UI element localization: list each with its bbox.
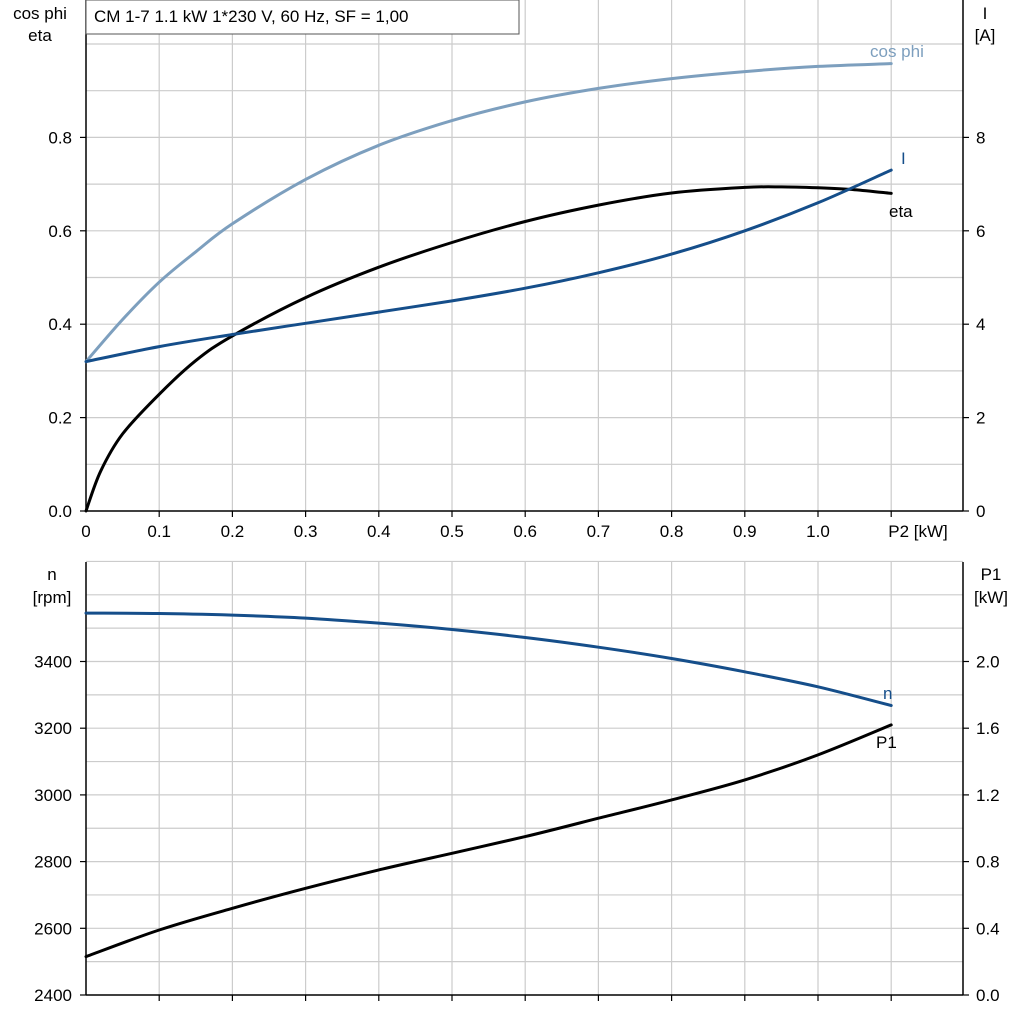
top-right-axis-label-1: I	[983, 4, 988, 23]
top-axes	[85, 0, 964, 512]
top-right-y-tick-label: 6	[976, 222, 985, 241]
top-right-y-tick-label: 0	[976, 502, 985, 521]
series-line-eta	[84, 185, 893, 513]
bottom-left-y-tick-label: 3000	[34, 786, 72, 805]
series-label-p1: P1	[876, 733, 897, 752]
bottom-curves	[84, 611, 893, 959]
x-tick-label: 0.7	[587, 522, 611, 541]
top-grid	[86, 0, 963, 511]
x-tick-label: 1.0	[806, 522, 830, 541]
x-tick-label: 0.1	[147, 522, 171, 541]
bottom-left-y-tick-label: 3400	[34, 653, 72, 672]
series-line-i	[84, 168, 893, 364]
x-tick-label: 0.9	[733, 522, 757, 541]
bottom-right-axis-label-2: [kW]	[974, 588, 1008, 607]
bottom-ticks: 2400 2600 2800 3000 3200 3400 0.0 0.4 0.8 1.2 1.6 2…	[34, 653, 999, 1006]
top-right-y-tick-label: 4	[976, 315, 985, 334]
x-tick-label: 0.3	[294, 522, 318, 541]
top-left-y-tick-label: 0.8	[48, 128, 72, 147]
series-label-eta: eta	[889, 202, 913, 221]
series-line-cos-phi	[84, 62, 893, 364]
top-right-axis-label-2: [A]	[975, 26, 996, 45]
bottom-grid	[86, 560, 963, 995]
bottom-left-axis-label-1: n	[47, 565, 56, 584]
bottom-right-y-tick-label: 0.8	[976, 853, 1000, 872]
title-box: CM 1-7 1.1 kW 1*230 V, 60 Hz, SF = 1,00	[85, 0, 520, 35]
bottom-left-y-tick-label: 2800	[34, 853, 72, 872]
bottom-left-y-tick-label: 2400	[34, 986, 72, 1005]
series-line-n	[84, 611, 893, 707]
bottom-right-y-tick-label: 2.0	[976, 653, 1000, 672]
bottom-right-y-tick-label: 1.6	[976, 719, 1000, 738]
x-tick-label: 0.4	[367, 522, 391, 541]
bottom-right-axis-label-1: P1	[981, 565, 1002, 584]
x-tick-label: 0.2	[221, 522, 245, 541]
top-ticks: 0.0 0.2 0.4 0.6 0.8 0 2 4 6 8 0 0.1 0.2 0.3 0.4 0.5 0.6 0…	[48, 128, 985, 541]
x-tick-label: 0.5	[440, 522, 464, 541]
top-curves	[84, 62, 893, 513]
bottom-right-y-tick-label: 0.0	[976, 986, 1000, 1005]
series-label-i: I	[901, 149, 906, 168]
bottom-right-y-tick-label: 1.2	[976, 786, 1000, 805]
top-left-y-tick-label: 0.2	[48, 409, 72, 428]
x-tick-label: 0.8	[660, 522, 684, 541]
series-label-n: n	[883, 684, 892, 703]
x-axis-label: P2 [kW]	[888, 522, 948, 541]
bottom-axes	[85, 562, 964, 996]
bottom-left-axis-label-2: [rpm]	[33, 588, 72, 607]
top-left-y-tick-label: 0.0	[48, 502, 72, 521]
top-left-axis-label-2: eta	[28, 26, 52, 45]
top-left-y-tick-label: 0.4	[48, 315, 72, 334]
top-right-y-tick-label: 8	[976, 128, 985, 147]
bottom-right-y-tick-label: 0.4	[976, 919, 1000, 938]
x-tick-label: 0	[81, 522, 90, 541]
top-right-y-tick-label: 2	[976, 409, 985, 428]
top-left-axis-label-1: cos phi	[13, 4, 67, 23]
title-text: CM 1-7 1.1 kW 1*230 V, 60 Hz, SF = 1,00	[94, 7, 409, 26]
series-line-p1	[84, 723, 893, 959]
bottom-left-y-tick-label: 3200	[34, 719, 72, 738]
top-left-y-tick-label: 0.6	[48, 222, 72, 241]
x-tick-label: 0.6	[513, 522, 537, 541]
series-label-cos-phi: cos phi	[870, 42, 924, 61]
bottom-left-y-tick-label: 2600	[34, 919, 72, 938]
